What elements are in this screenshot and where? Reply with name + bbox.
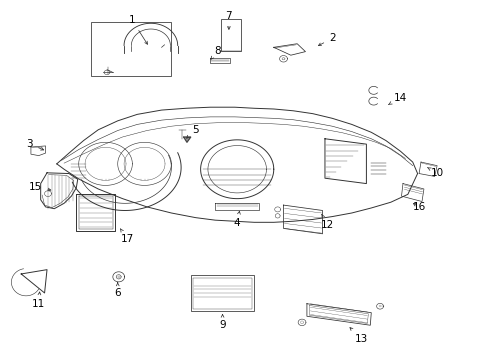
Text: 4: 4 [233, 211, 240, 228]
Bar [91, 22, 171, 76]
Text: 1: 1 [129, 15, 147, 44]
Text: 10: 10 [427, 168, 443, 178]
Text: 12: 12 [320, 215, 333, 230]
Text: 8: 8 [210, 46, 221, 59]
Bar [190, 275, 254, 311]
Text: 3: 3 [26, 139, 43, 150]
Text: 5: 5 [186, 125, 199, 138]
Text: 13: 13 [349, 328, 367, 343]
Bar [221, 19, 240, 51]
Text: 2: 2 [318, 33, 335, 46]
Text: 6: 6 [114, 282, 121, 298]
Bar [193, 278, 251, 309]
Text: 9: 9 [219, 314, 225, 330]
Text: 16: 16 [411, 202, 425, 212]
Text: 15: 15 [29, 182, 51, 192]
Text: 11: 11 [32, 292, 45, 309]
Text: 14: 14 [388, 93, 407, 104]
Text: 7: 7 [225, 11, 232, 29]
Polygon shape [183, 137, 190, 142]
Text: 17: 17 [120, 229, 134, 244]
